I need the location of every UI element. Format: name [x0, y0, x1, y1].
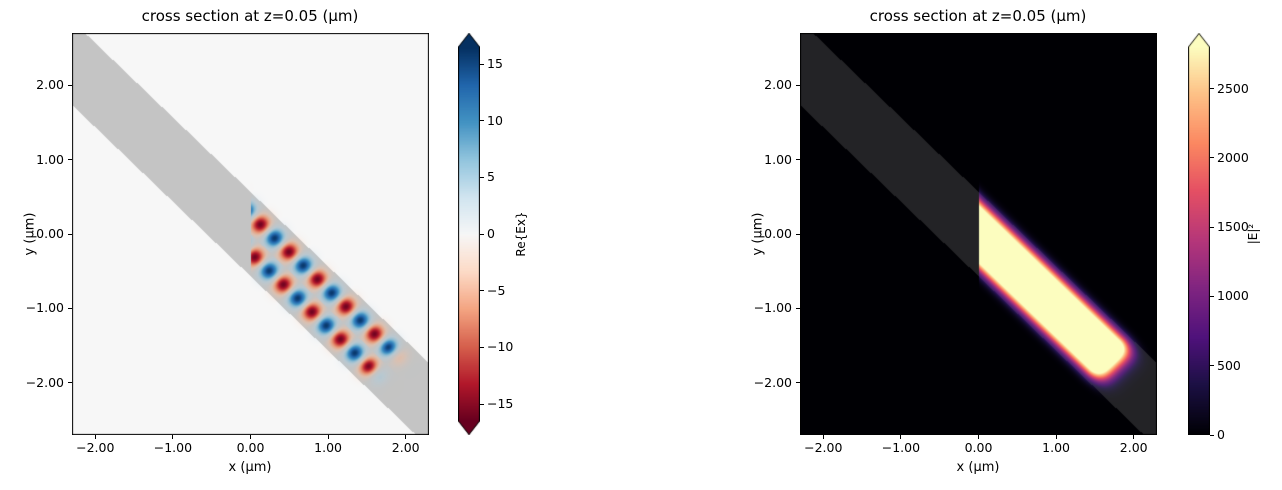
- colorbar-tick-mark: [1210, 295, 1214, 297]
- colorbar-tick-label: 2000: [1217, 149, 1249, 165]
- colorbar-tick-mark: [1210, 434, 1214, 436]
- plot-title-re-ex: cross section at z=0.05 (μm): [141, 7, 359, 25]
- y-tick-mark: [68, 84, 72, 86]
- heatmap-intensity: [800, 33, 1157, 435]
- colorbar-tick-label: 1500: [1217, 218, 1249, 234]
- colorbar-tick-label: 10: [487, 112, 503, 128]
- y-tick-label: −1.00: [753, 300, 792, 316]
- x-tick-label: 0.00: [964, 440, 993, 455]
- x-tick-label: −2.00: [804, 440, 843, 455]
- x-tick-mark: [1133, 435, 1135, 439]
- colorbar-tick-label: 2500: [1217, 80, 1249, 96]
- x-tick-mark: [1055, 435, 1057, 439]
- colorbar-tick-label: 0: [1217, 426, 1225, 442]
- x-tick-mark: [94, 435, 96, 439]
- y-tick-mark: [68, 382, 72, 384]
- colorbar-tick-mark: [480, 120, 484, 122]
- x-tick-mark: [822, 435, 824, 439]
- colorbar-tick-label: 15: [487, 55, 503, 71]
- colorbar-tick-mark: [480, 403, 484, 405]
- x-tick-label: 0.00: [236, 440, 265, 455]
- x-tick-mark: [900, 435, 902, 439]
- y-tick-mark: [796, 382, 800, 384]
- colorbar-tick-label: −15: [487, 395, 514, 411]
- x-axis-label-intensity: x (μm): [956, 460, 1000, 475]
- x-tick-mark: [405, 435, 407, 439]
- x-tick-label: −1.00: [881, 440, 921, 455]
- y-tick-mark: [68, 159, 72, 161]
- colorbar-tick-mark: [1210, 365, 1214, 367]
- colorbar-intensity: [1188, 33, 1210, 435]
- colorbar-tick-label: −10: [487, 339, 514, 355]
- y-tick-label: 0.00: [764, 225, 792, 241]
- y-tick-label: 1.00: [764, 151, 792, 167]
- x-tick-label: 1.00: [314, 440, 343, 455]
- x-tick-label: −1.00: [153, 440, 193, 455]
- heatmap-re-ex: [72, 33, 429, 435]
- colorbar-tick-mark: [480, 290, 484, 292]
- y-tick-mark: [796, 233, 800, 235]
- y-tick-label: 2.00: [36, 76, 64, 92]
- colorbar-tick-label: 1000: [1217, 288, 1249, 304]
- y-tick-label: 2.00: [764, 76, 792, 92]
- y-tick-label: −1.00: [25, 300, 64, 316]
- colorbar-tick-label: 5: [487, 169, 495, 185]
- colorbar-tick-mark: [480, 346, 484, 348]
- y-tick-label: −2.00: [25, 374, 64, 390]
- y-tick-mark: [68, 233, 72, 235]
- colorbar-tick-mark: [1210, 157, 1214, 159]
- x-tick-label: 1.00: [1042, 440, 1071, 455]
- colorbar-tick-mark: [1210, 88, 1214, 90]
- x-tick-label: −2.00: [76, 440, 115, 455]
- y-tick-mark: [796, 307, 800, 309]
- x-tick-mark: [327, 435, 329, 439]
- x-tick-label: 2.00: [391, 440, 420, 455]
- colorbar-tick-mark: [1210, 226, 1214, 228]
- y-tick-mark: [68, 307, 72, 309]
- colorbar-tick-mark: [480, 63, 484, 65]
- colorbar-tick-label: −5: [487, 282, 506, 298]
- x-tick-mark: [250, 435, 251, 439]
- colorbar-tick-label: 500: [1217, 357, 1241, 373]
- y-tick-label: −2.00: [753, 374, 792, 390]
- y-tick-label: 0.00: [36, 225, 64, 241]
- x-tick-mark: [172, 435, 174, 439]
- y-tick-mark: [796, 159, 800, 161]
- y-tick-mark: [796, 84, 800, 86]
- colorbar-tick-label: 0: [487, 225, 495, 241]
- x-tick-mark: [978, 435, 979, 439]
- plot-title-intensity: cross section at z=0.05 (μm): [869, 7, 1087, 25]
- y-tick-label: 1.00: [36, 151, 64, 167]
- x-axis-label-re-ex: x (μm): [228, 460, 272, 475]
- colorbar-tick-mark: [480, 233, 484, 235]
- colorbar-label-re-ex: Re{Ex}: [514, 211, 528, 257]
- colorbar-re-ex: [458, 33, 480, 435]
- x-tick-label: 2.00: [1119, 440, 1148, 455]
- colorbar-tick-mark: [480, 176, 484, 178]
